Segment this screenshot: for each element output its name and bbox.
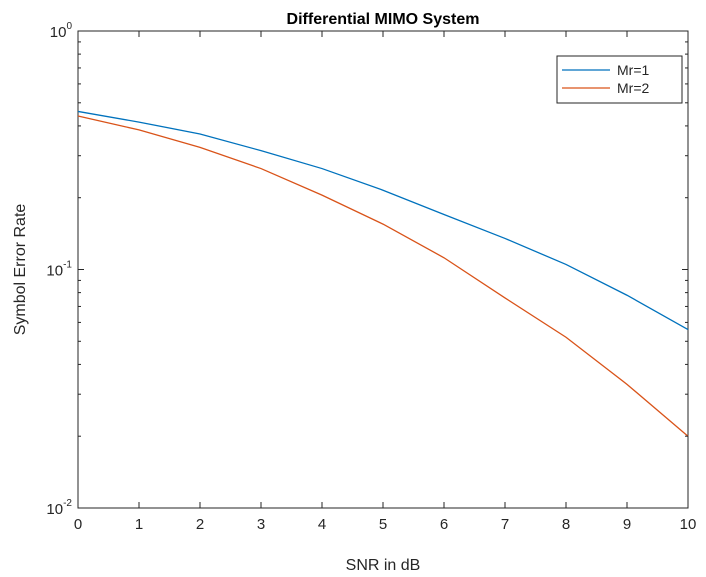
x-tick-label: 9 [623, 516, 631, 533]
y-tick-base: 10 [46, 501, 63, 518]
x-tick-label: 8 [562, 516, 570, 533]
y-tick-exponent: -2 [63, 498, 72, 509]
x-tick-label: 3 [257, 516, 265, 533]
ticks [77, 30, 689, 509]
legend-label-2: Mr=2 [617, 80, 650, 96]
series-line-2 [77, 115, 689, 437]
series-line-1 [77, 110, 689, 331]
x-tick-label: 4 [318, 516, 326, 533]
x-tick-label: 5 [379, 516, 387, 533]
x-axis-label: SNR in dB [346, 557, 421, 574]
y-tick-base: 10 [46, 263, 63, 280]
y-tick-exponent: -1 [63, 260, 72, 271]
legend: Mr=1 Mr=2 [556, 55, 683, 104]
x-tick-label: 7 [501, 516, 509, 533]
legend-label-1: Mr=1 [617, 62, 650, 78]
plot-area [77, 30, 689, 509]
y-tick-label: 10-2 [46, 498, 72, 518]
x-tick-label: 2 [196, 516, 204, 533]
y-tick-label: 100 [50, 21, 73, 41]
chart-title: Differential MIMO System [287, 11, 480, 28]
x-tick-label: 1 [135, 516, 143, 533]
x-tick-label: 10 [680, 516, 697, 533]
x-tick-label: 0 [74, 516, 82, 533]
series-lines [77, 110, 689, 437]
y-axis-label: Symbol Error Rate [12, 204, 29, 336]
y-tick-exponent: 0 [66, 21, 72, 32]
y-tick-base: 10 [50, 24, 67, 41]
y-tick-label: 10-1 [46, 260, 72, 280]
axes-box [77, 30, 689, 509]
x-tick-label: 6 [440, 516, 448, 533]
legend-box [556, 55, 683, 104]
